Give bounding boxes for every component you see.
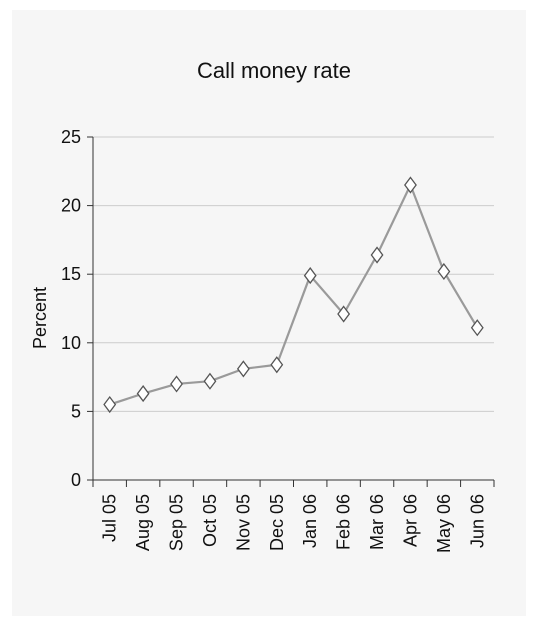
data-point	[370, 246, 384, 264]
x-tick-label: Jan 06	[300, 494, 320, 548]
x-tick-label: Feb 06	[334, 494, 354, 550]
x-tick-label: Jul 05	[100, 494, 120, 542]
data-point	[270, 356, 284, 374]
x-tick-labels: Jul 05 Aug 05 Sep 05 Oct 05 Nov 05 Dec 05 Jan …	[100, 494, 488, 553]
y-tick-label: 20	[61, 196, 81, 216]
y-tick-labels: 0 5 10 15 20 25	[61, 127, 81, 490]
chart-panel	[12, 10, 526, 616]
data-point	[404, 176, 417, 194]
y-tick-label: 5	[71, 401, 81, 421]
series-call-money-rate	[103, 176, 484, 414]
data-point	[303, 266, 317, 285]
x-tick-label: Oct 05	[200, 494, 220, 547]
data-point	[170, 375, 183, 393]
x-tick-label: Dec 05	[267, 494, 287, 551]
y-tick-label: 25	[61, 127, 81, 147]
y-tick-label: 0	[71, 470, 81, 490]
y-axis-label: Percent	[30, 287, 50, 349]
x-tick-label: Aug 05	[133, 494, 153, 551]
data-point	[236, 360, 250, 378]
x-tick-label: Apr 06	[400, 494, 420, 547]
data-point	[337, 305, 351, 323]
x-tick-label: Sep 05	[167, 494, 187, 551]
series-line	[109, 183, 479, 406]
x-tick-label: May 06	[434, 494, 454, 553]
data-point	[103, 395, 117, 414]
axes	[87, 136, 495, 487]
x-tick-label: Mar 06	[367, 494, 387, 550]
data-point	[437, 262, 451, 281]
data-point	[136, 384, 150, 403]
data-point	[203, 372, 217, 390]
y-tick-label: 10	[61, 333, 81, 353]
data-point	[470, 319, 484, 337]
y-tick-label: 15	[61, 264, 81, 284]
x-tick-label: Jun 06	[467, 494, 487, 548]
grid-lines	[93, 136, 494, 412]
chart-title: Call money rate	[197, 58, 351, 83]
x-tick-label: Nov 05	[233, 494, 253, 551]
